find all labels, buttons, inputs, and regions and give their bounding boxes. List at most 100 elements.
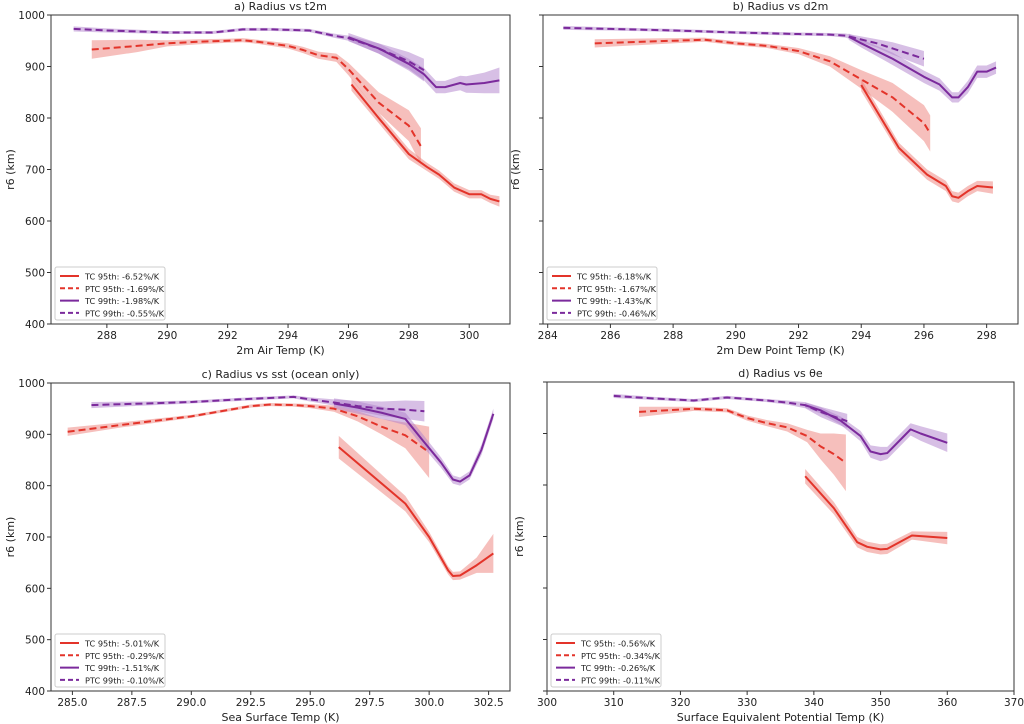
y-axis-label: r6 (km) xyxy=(4,149,17,190)
x-axis-label: Sea Surface Temp (K) xyxy=(222,711,340,724)
x-tick-label: 286 xyxy=(600,330,620,342)
legend-label: PTC 95th: -0.34%/K xyxy=(581,651,661,661)
chart-title: d) Radius vs θe xyxy=(738,367,823,380)
legend-label: PTC 99th: -0.10%/K xyxy=(85,675,165,685)
chart-title: a) Radius vs t2m xyxy=(234,0,327,13)
x-tick-label: 290.0 xyxy=(176,697,206,709)
legend-label: PTC 95th: -0.29%/K xyxy=(85,651,165,661)
x-tick-label: 290 xyxy=(726,330,746,342)
x-tick-label: 294 xyxy=(278,330,298,342)
series-line-tc95 xyxy=(860,84,994,199)
x-tick-label: 295.0 xyxy=(295,697,325,709)
chart-title: b) Radius vs d2m xyxy=(733,0,829,13)
confidence-band-ptc99 xyxy=(563,25,924,67)
y-tick-label: 400 xyxy=(25,686,45,698)
series-line-ptc95 xyxy=(67,403,430,454)
y-tick-label: 600 xyxy=(25,583,45,595)
confidence-band-ptc99 xyxy=(73,26,424,82)
series-line-ptc99 xyxy=(563,26,925,60)
series-line-ptc99 xyxy=(73,27,425,71)
y-tick-label: 900 xyxy=(25,62,45,74)
legend-label: TC 95th: -6.18%/K xyxy=(576,272,652,282)
legend-label: TC 99th: -1.51%/K xyxy=(84,663,160,673)
legend-label: TC 99th: -1.43%/K xyxy=(576,296,652,306)
x-tick-label: 300.0 xyxy=(414,697,444,709)
confidence-band-tc95 xyxy=(861,78,993,203)
x-tick-label: 370 xyxy=(1004,697,1024,709)
legend-label: PTC 95th: -1.67%/K xyxy=(577,284,657,294)
series-line-tc99 xyxy=(348,36,500,89)
x-tick-label: 288 xyxy=(97,330,117,342)
y-tick-label: 700 xyxy=(25,532,45,544)
series-line-tc95 xyxy=(338,446,494,578)
x-tick-label: 297.5 xyxy=(355,697,385,709)
x-tick-label: 290 xyxy=(157,330,177,342)
legend-label: PTC 99th: -0.55%/K xyxy=(85,308,165,318)
confidence-band-ptc95 xyxy=(91,38,421,165)
y-tick-label: 700 xyxy=(25,165,45,177)
x-tick-label: 300 xyxy=(459,330,479,342)
x-tick-label: 294 xyxy=(851,330,871,342)
confidence-band-ptc99 xyxy=(613,393,848,429)
y-tick-label: 500 xyxy=(25,635,45,647)
panel-c: c) Radius vs sst (ocean only) Sea Surface… xyxy=(4,368,511,724)
y-tick-label: 600 xyxy=(25,216,45,228)
panel-a: a) Radius vs t2m 2m Air Temp (K) r6 (km) 28… xyxy=(4,0,511,357)
series-line-ptc99 xyxy=(91,395,425,413)
y-axis-label: r6 (km) xyxy=(513,516,526,557)
x-tick-label: 360 xyxy=(937,697,957,709)
x-tick-label: 288 xyxy=(663,330,683,342)
x-tick-label: 296 xyxy=(338,330,358,342)
y-tick-label: 800 xyxy=(25,113,45,125)
x-axis-label: 2m Dew Point Temp (K) xyxy=(716,344,844,357)
legend-label: TC 95th: -5.01%/K xyxy=(84,639,160,649)
x-tick-label: 284 xyxy=(538,330,558,342)
y-axis-label: r6 (km) xyxy=(509,149,522,190)
x-tick-label: 320 xyxy=(670,697,690,709)
x-tick-label: 350 xyxy=(871,697,891,709)
series-line-ptc95 xyxy=(639,407,847,464)
x-tick-label: 330 xyxy=(737,697,757,709)
y-tick-label: 800 xyxy=(25,481,45,493)
x-tick-label: 302.5 xyxy=(474,697,504,709)
x-tick-label: 296 xyxy=(914,330,934,342)
panel-b: b) Radius vs d2m 2m Dew Point Temp (K) r6 … xyxy=(509,0,1019,357)
series-line-tc95 xyxy=(350,83,500,203)
x-tick-label: 285.0 xyxy=(57,697,87,709)
y-tick-label: 1000 xyxy=(18,10,45,22)
legend-label: TC 99th: -1.98%/K xyxy=(84,296,160,306)
y-tick-label: 400 xyxy=(25,319,45,331)
confidence-band-ptc95 xyxy=(594,37,931,152)
y-tick-label: 500 xyxy=(25,268,45,280)
legend-label: TC 99th: -0.26%/K xyxy=(580,663,656,673)
legend-label: PTC 95th: -1.69%/K xyxy=(85,284,165,294)
x-tick-label: 287.5 xyxy=(117,697,147,709)
series-line-ptc95 xyxy=(594,38,932,134)
y-tick-label: 1000 xyxy=(18,378,45,390)
y-axis-label: r6 (km) xyxy=(4,517,17,558)
legend-label: PTC 99th: -0.46%/K xyxy=(577,308,657,318)
legend-label: TC 95th: -6.52%/K xyxy=(84,272,160,282)
x-tick-label: 298 xyxy=(977,330,997,342)
confidence-band-tc95 xyxy=(805,469,948,555)
confidence-band-tc95 xyxy=(338,435,494,581)
x-tick-label: 310 xyxy=(604,697,624,709)
legend-box xyxy=(550,633,662,688)
series-line-tc95 xyxy=(804,475,948,551)
confidence-band-ptc95 xyxy=(67,403,430,478)
x-tick-label: 292 xyxy=(789,330,809,342)
x-tick-label: 340 xyxy=(804,697,824,709)
x-tick-label: 300 xyxy=(537,697,557,709)
panel-d: d) Radius vs θe Surface Equivalent Potent… xyxy=(513,367,1024,724)
legend-box xyxy=(54,266,166,321)
chart-title: c) Radius vs sst (ocean only) xyxy=(202,368,360,381)
series-line-ptc99 xyxy=(613,394,848,423)
series-line-tc99 xyxy=(848,35,997,99)
x-axis-label: Surface Equivalent Potential Temp (K) xyxy=(677,711,885,724)
x-tick-label: 292 xyxy=(218,330,238,342)
x-tick-label: 298 xyxy=(399,330,419,342)
confidence-band-tc95 xyxy=(351,78,500,207)
series-line-tc99 xyxy=(804,404,948,456)
series-line-tc99 xyxy=(333,402,495,483)
